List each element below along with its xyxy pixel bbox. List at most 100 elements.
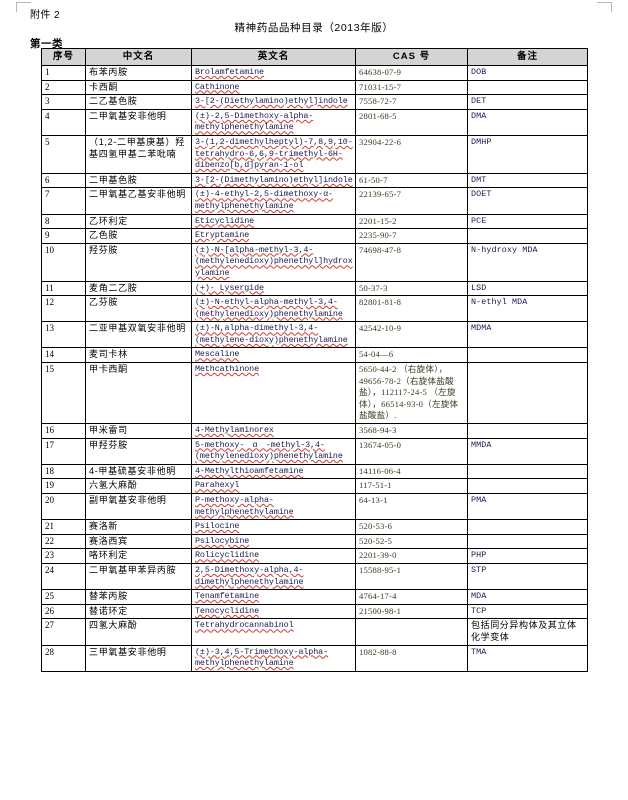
cell-chinese-name: 乙芬胺: [85, 295, 192, 323]
cell-chinese-name: 乙色胺: [85, 228, 192, 244]
cell-cas-number: 3568-94-3: [355, 423, 468, 439]
attachment-label: 附件 2: [30, 10, 60, 21]
cell-remark: DET: [467, 94, 588, 110]
psychotropic-substance-table: 序号 中文名 英文名 CAS 号 备注 1 布苯丙胺 Brolamfetamine 6…: [41, 48, 588, 672]
crop-mark-top-left: [16, 2, 31, 12]
table-row: 10 羟芬胺 (±)-N-[alpha-methyl-3,4-(methylened…: [41, 242, 588, 282]
column-header-no: 序号: [41, 48, 86, 66]
cell-serial-number: 26: [41, 603, 86, 620]
cell-remark: [467, 423, 588, 439]
cell-cas-number: 117-51-1: [355, 478, 468, 494]
column-header-note: 备注: [467, 48, 588, 66]
table-row: 13 二亚甲基双氧安非他明 (±)-N,alpha-dimethyl-3,4-(me…: [41, 321, 588, 349]
cell-remark: PCE: [467, 213, 588, 230]
cell-cas-number: 1082-88-8: [355, 644, 468, 672]
cell-remark: [467, 478, 588, 494]
cell-chinese-name: 乙环利定: [85, 213, 192, 230]
cell-english-name: (+)- Lysergide: [191, 280, 356, 297]
table-body: 1 布苯丙胺 Brolamfetamine 64638-07-9 DOB 2 卡西酮 Cath…: [41, 65, 588, 672]
cell-chinese-name: 4-甲基硫基安非他明: [85, 463, 192, 480]
cell-cas-number: 15588-95-1: [355, 562, 468, 591]
page-title: 精神药品品种目录（2013年版）: [234, 22, 394, 34]
cell-serial-number: 15: [41, 362, 86, 425]
table-row: 7 二甲氧基乙基安非他明 (±)-4-ethyl-2,5-dimethoxy-α-m…: [41, 187, 588, 215]
cell-remark: DMA: [467, 108, 588, 136]
table-row: 17 甲羟芬胺 5-methoxy- α -methyl-3,4-(methylen…: [41, 437, 588, 465]
section-heading: 第一类: [30, 38, 63, 50]
cell-english-name: Psilocybine: [191, 533, 356, 550]
cell-cas-number: 71031-15-7: [355, 79, 468, 96]
cell-english-name: 2,5-Dimethoxy-alpha,4-dimethylphenethyla…: [191, 562, 356, 591]
cell-serial-number: 27: [41, 618, 86, 646]
cell-cas-number: 61-50-7: [355, 172, 468, 189]
cell-chinese-name: 赛洛西宾: [85, 533, 192, 550]
table-row: 20 副甲氧基安非他明 P-methoxy-alpha-methylphenethy…: [41, 492, 588, 521]
cell-chinese-name: 替苯丙胺: [85, 589, 192, 605]
cell-serial-number: 7: [41, 187, 86, 215]
cell-chinese-name: （1,2-二甲基庚基）羟基四氢甲基二苯吡喃: [85, 134, 192, 174]
table-row: 22 赛洛西宾 Psilocybine 520-52-5: [41, 533, 588, 550]
cell-chinese-name: 甲卡西酮: [85, 362, 192, 425]
cell-english-name: Psilocine: [191, 519, 356, 535]
cell-english-name: Etryptamine: [191, 228, 356, 244]
catalog-table-wrapper: 序号 中文名 英文名 CAS 号 备注 1 布苯丙胺 Brolamfetamine 6…: [41, 48, 588, 672]
table-row: 24 二甲氧基甲苯异丙胺 2,5-Dimethoxy-alpha,4-dimethy…: [41, 562, 588, 591]
cell-serial-number: 9: [41, 228, 86, 244]
table-header-row: 序号 中文名 英文名 CAS 号 备注: [41, 48, 588, 66]
table-row: 12 乙芬胺 (±)-N-ethyl-alpha-methyl-3,4-(methy…: [41, 295, 588, 323]
cell-serial-number: 22: [41, 533, 86, 550]
cell-cas-number: 14116-06-4: [355, 463, 468, 480]
cell-cas-number: 2201-39-0: [355, 548, 468, 564]
table-row: 11 麦角二乙胺 (+)- Lysergide 50-37-3 LSD: [41, 280, 588, 297]
cell-chinese-name: 二甲氧基甲苯异丙胺: [85, 562, 192, 591]
cell-remark: STP: [467, 562, 588, 591]
table-row: 8 乙环利定 Eticyclidine 2201-15-2 PCE: [41, 213, 588, 230]
cell-serial-number: 4: [41, 108, 86, 136]
cell-english-name: 3-[2-(Dimethylamino)ethyl]indole: [191, 172, 356, 189]
table-row: 18 4-甲基硫基安非他明 4-Methylthioamfetamine 14116-…: [41, 463, 588, 480]
cell-remark: DOB: [467, 65, 588, 81]
cell-serial-number: 19: [41, 478, 86, 494]
cell-cas-number: 74698-47-8: [355, 242, 468, 282]
cell-english-name: Mescaline: [191, 347, 356, 364]
table-row: 5 （1,2-二甲基庚基）羟基四氢甲基二苯吡喃 3-(1,2-dimethylhep…: [41, 134, 588, 174]
cell-serial-number: 18: [41, 463, 86, 480]
cell-serial-number: 14: [41, 347, 86, 364]
cell-chinese-name: 二乙基色胺: [85, 94, 192, 110]
cell-remark: [467, 79, 588, 96]
cell-serial-number: 6: [41, 172, 86, 189]
cell-serial-number: 24: [41, 562, 86, 591]
cell-remark: DMT: [467, 172, 588, 189]
cell-chinese-name: 二甲基色胺: [85, 172, 192, 189]
cell-english-name: P-methoxy-alpha-methylphenethylamine: [191, 492, 356, 521]
cell-cas-number: 2201-15-2: [355, 213, 468, 230]
cell-chinese-name: 六氢大麻酚: [85, 478, 192, 494]
cell-remark: PHP: [467, 548, 588, 564]
cell-remark: N-ethyl MDA: [467, 295, 588, 323]
cell-cas-number: 21500-98-1: [355, 603, 468, 620]
cell-serial-number: 17: [41, 437, 86, 465]
table-row: 4 二甲氧基安非他明 (±)-2,5-Dimethoxy-alpha-methylp…: [41, 108, 588, 136]
cell-remark: PMA: [467, 492, 588, 521]
cell-remark: LSD: [467, 280, 588, 297]
cell-remark: MDMA: [467, 321, 588, 349]
cell-cas-number: 2801-68-5: [355, 108, 468, 136]
cell-english-name: 3-[2-(Diethylamino)ethyl]indole: [191, 94, 356, 110]
cell-english-name: Tenocyclidine: [191, 603, 356, 620]
cell-chinese-name: 二甲氧基安非他明: [85, 108, 192, 136]
table-row: 3 二乙基色胺 3-[2-(Diethylamino)ethyl]indole 755…: [41, 94, 588, 110]
cell-serial-number: 13: [41, 321, 86, 349]
crop-mark-top-right: [597, 2, 612, 12]
cell-remark: 包括同分异构体及其立体化学变体: [467, 618, 588, 646]
column-header-cn: 中文名: [85, 48, 192, 66]
cell-serial-number: 10: [41, 242, 86, 282]
cell-chinese-name: 卡西酮: [85, 79, 192, 96]
cell-chinese-name: 副甲氧基安非他明: [85, 492, 192, 521]
cell-english-name: 4-Methylaminorex: [191, 423, 356, 439]
cell-serial-number: 28: [41, 644, 86, 672]
table-row: 9 乙色胺 Etryptamine 2235-90-7: [41, 228, 588, 244]
cell-remark: [467, 463, 588, 480]
cell-chinese-name: 三甲氧基安非他明: [85, 644, 192, 672]
cell-cas-number: 520-52-5: [355, 533, 468, 550]
